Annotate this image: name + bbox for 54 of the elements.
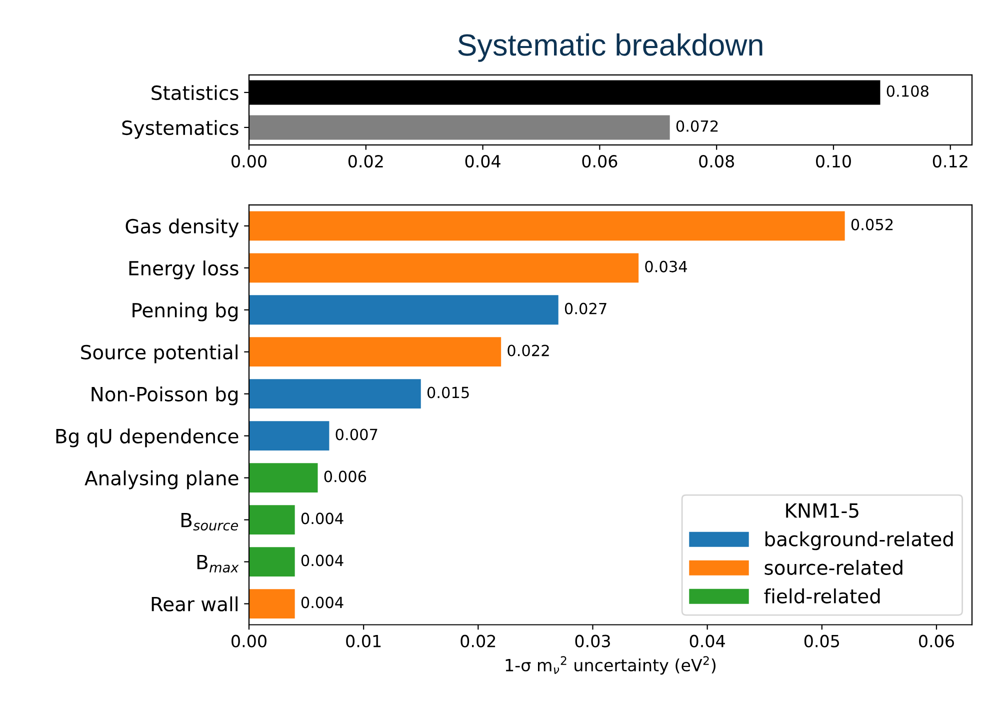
bar — [249, 547, 295, 576]
y-tick-label: B$_{max}$ — [197, 554, 239, 573]
bar — [249, 295, 558, 325]
y-tick-label: Systematics — [122, 120, 238, 139]
y-tick-label: Source potential — [81, 344, 238, 364]
y-tick-label: Non-Poisson bg — [92, 386, 238, 406]
chart-title: Systematic breakdown — [458, 33, 762, 62]
x-tick-label: 0.01 — [346, 634, 381, 648]
y-tick-label: B$_{source}$ — [181, 512, 238, 531]
bar — [249, 421, 330, 451]
data-label: 0.004 — [301, 554, 344, 566]
bar — [249, 379, 421, 409]
data-label: 0.004 — [301, 596, 344, 608]
data-label: 0.006 — [324, 470, 366, 482]
x-tick-label: 0.00 — [232, 634, 266, 648]
bar — [249, 337, 502, 367]
x-tick-label: 0.06 — [582, 154, 618, 168]
y-tick-label: Bg qU dependence — [56, 428, 238, 448]
bar — [249, 505, 295, 534]
x-tick-label: 0.02 — [348, 154, 383, 168]
x-tick-label: 0.12 — [932, 154, 968, 168]
data-label: 0.052 — [851, 218, 893, 230]
legend-label: field-related — [764, 588, 880, 604]
data-label: 0.022 — [508, 344, 549, 356]
data-label: 0.007 — [336, 428, 378, 440]
y-tick-label: Analysing plane — [84, 470, 238, 490]
data-label: 0.072 — [676, 120, 718, 132]
x-tick-label: 0.00 — [232, 154, 266, 168]
y-tick-label: Energy loss — [129, 260, 238, 280]
y-tick-label: Penning bg — [132, 302, 238, 322]
legend-title: KNM1-5 — [786, 503, 858, 518]
x-tick-label: 0.04 — [465, 154, 500, 168]
x-tick-label: 0.03 — [575, 634, 610, 648]
x-tick-label: 0.06 — [919, 634, 954, 648]
bar — [249, 463, 318, 493]
data-label: 0.004 — [301, 512, 344, 524]
y-tick-label: Rear wall — [152, 596, 238, 612]
x-axis-title: 1-σ m$_{ν}$$^{2}$ uncertainty (eV$^{2}$) — [506, 656, 716, 675]
y-tick-label: Statistics — [152, 85, 238, 100]
data-label: 0.034 — [645, 260, 688, 272]
bar — [249, 211, 845, 241]
x-tick-label: 0.10 — [816, 154, 851, 168]
x-tick-label: 0.05 — [804, 634, 839, 648]
data-label: 0.027 — [564, 302, 606, 314]
legend-label: source-related — [764, 560, 902, 575]
x-tick-label: 0.04 — [690, 634, 725, 648]
legend-label: background-related — [765, 531, 953, 550]
data-label: 0.015 — [427, 386, 469, 398]
bar — [249, 253, 639, 283]
y-tick-label: Gas density — [126, 218, 239, 238]
x-tick-label: 0.02 — [460, 634, 496, 648]
data-label: 0.108 — [886, 85, 928, 97]
x-tick-label: 0.08 — [699, 154, 734, 168]
bar — [249, 589, 295, 618]
